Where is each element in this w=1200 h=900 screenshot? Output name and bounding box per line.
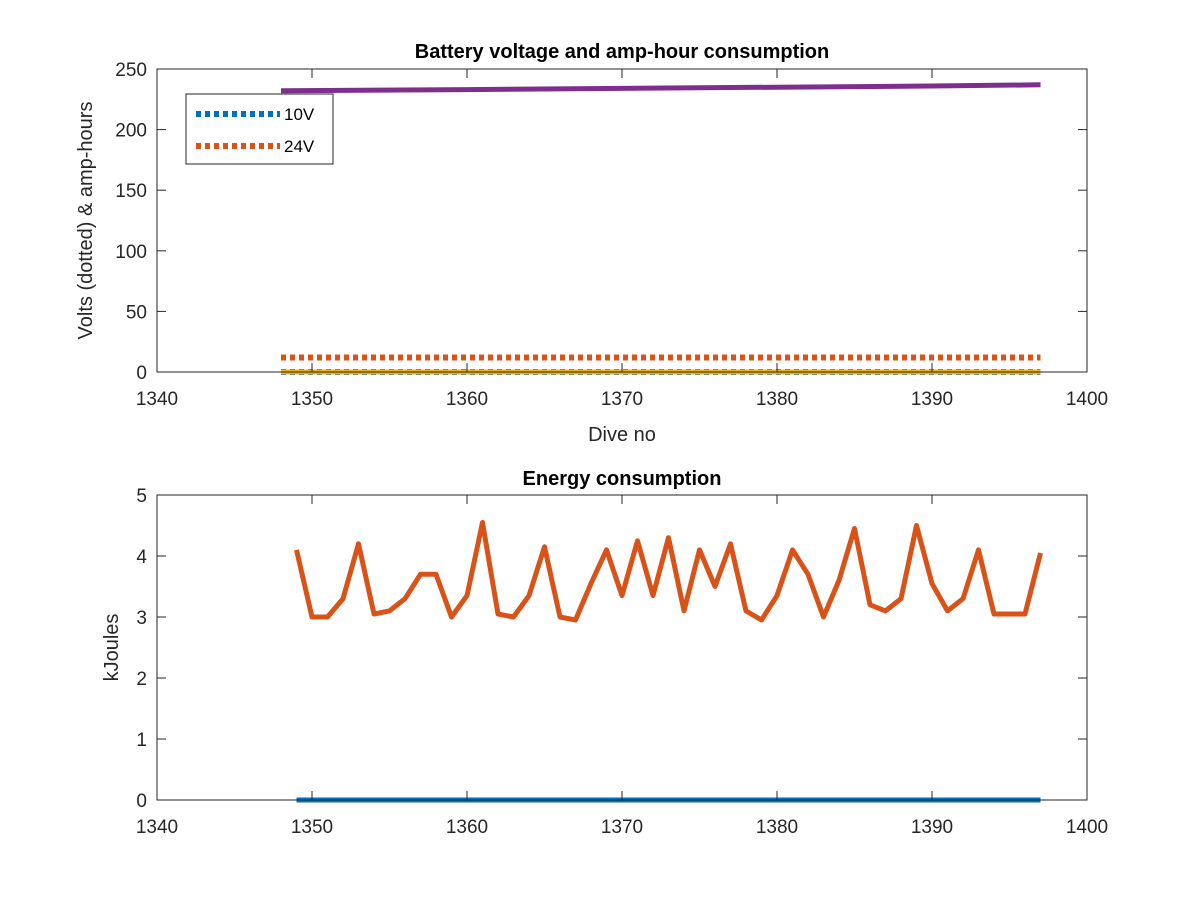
battery-chart-title: Battery voltage and amp-hour consumption [415, 41, 829, 63]
energy-y-tick-label: 1 [136, 730, 147, 751]
legend-box [185, 93, 334, 165]
energy-y-tick-label: 2 [136, 669, 147, 690]
battery-x-tick-label: 1350 [291, 389, 333, 410]
battery-x-tick-label: 1360 [446, 389, 488, 410]
energy-y-tick-label: 0 [136, 791, 147, 812]
battery-y-tick-label: 150 [115, 181, 147, 202]
energy-x-tick-label: 1350 [291, 817, 333, 838]
battery-y-tick-label: 250 [115, 60, 147, 81]
battery-chart-ticks: 1340 1350 1360 1370 1380 1390 1400 0 50 100 150 200… [115, 60, 1108, 410]
battery-y-tick-label: 200 [115, 121, 147, 142]
battery-y-tick-label: 0 [136, 363, 147, 384]
legend-label-24v: 24V [284, 137, 315, 156]
battery-x-tick-label: 1380 [756, 389, 798, 410]
energy-chart-ticks: 1340 1350 1360 1370 1380 1390 1400 0 1 2 3 4 5 [136, 486, 1108, 838]
energy-x-tick-label: 1360 [446, 817, 488, 838]
energy-x-tick-label: 1340 [136, 817, 178, 838]
legend-label-10v: 10V [284, 105, 315, 124]
energy-y-tick-label: 3 [136, 608, 147, 629]
battery-chart-x-axis-label: Dive no [588, 424, 656, 446]
energy-x-tick-label: 1370 [601, 817, 643, 838]
energy-x-tick-label: 1390 [911, 817, 953, 838]
energy-x-tick-label: 1380 [756, 817, 798, 838]
battery-x-tick-label: 1370 [601, 389, 643, 410]
energy-y-tick-label: 5 [136, 486, 147, 507]
battery-x-tick-label: 1340 [136, 389, 178, 410]
energy-chart-y-axis-label: kJoules [101, 614, 123, 682]
battery-x-tick-label: 1390 [911, 389, 953, 410]
energy-chart-title: Energy consumption [523, 468, 722, 490]
battery-chart-legend: 10V 24V [185, 93, 334, 165]
battery-series-line-4 [280, 82, 1041, 94]
battery-y-tick-label: 100 [115, 242, 147, 263]
energy-x-tick-label: 1400 [1066, 817, 1108, 838]
energy-series-line-2 [294, 520, 1043, 623]
battery-chart-y-axis-label: Volts (dotted) & amp-hours [75, 102, 97, 340]
energy-y-tick-label: 4 [136, 547, 147, 568]
battery-y-tick-label: 50 [126, 302, 147, 323]
battery-voltage-chart: 1340 1350 1360 1370 1380 1390 1400 0 50 100 150 200… [75, 41, 1108, 446]
battery-x-tick-label: 1400 [1066, 389, 1108, 410]
energy-consumption-chart: 1340 1350 1360 1370 1380 1390 1400 0 1 2 3 4 5 Energ… [101, 468, 1108, 838]
